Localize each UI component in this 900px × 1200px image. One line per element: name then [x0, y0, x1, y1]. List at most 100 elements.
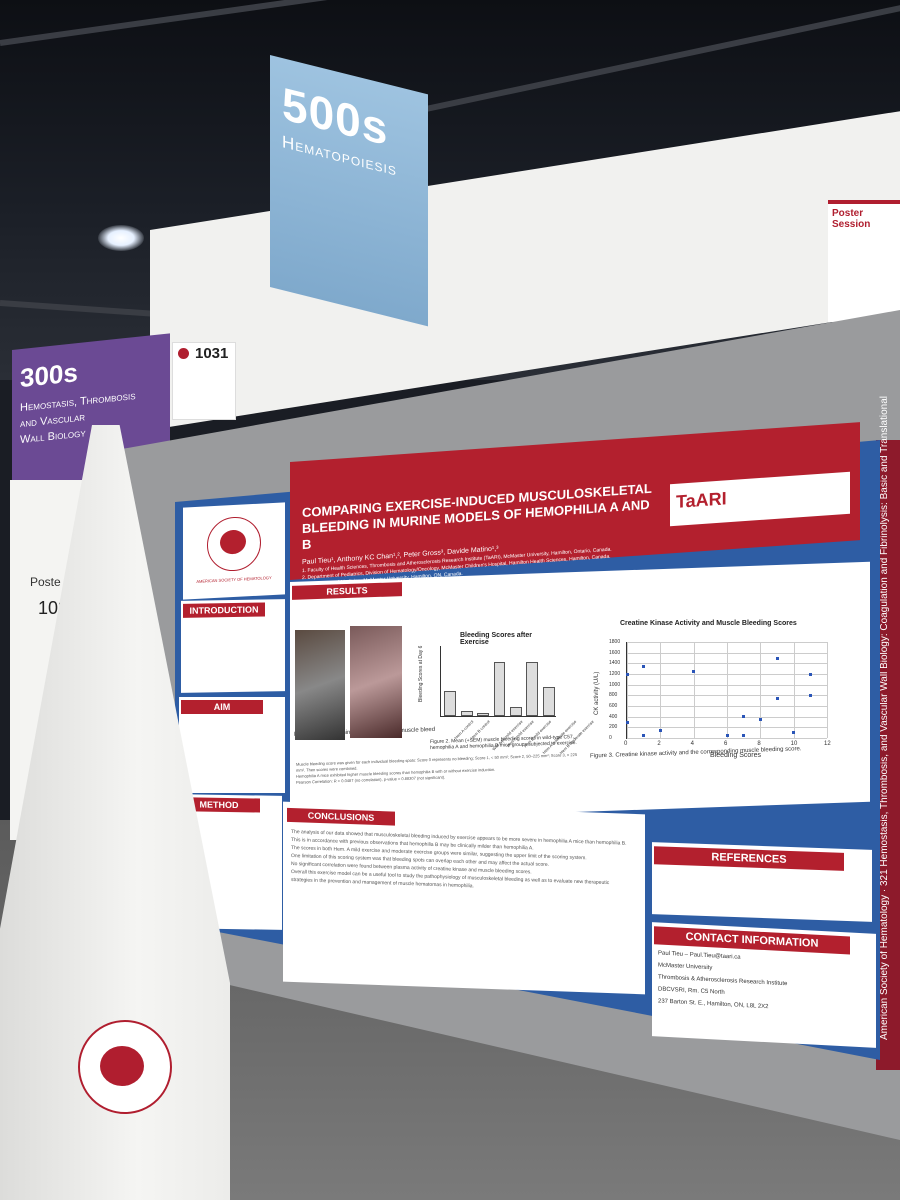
- grid-line: [627, 716, 827, 718]
- data-point: [625, 672, 629, 676]
- muscle-bleed-photo: [350, 626, 402, 738]
- grid-line: [627, 684, 827, 686]
- y-axis-label: Bleeding Scores at Day 6: [418, 645, 424, 702]
- contact-line: Thrombosis & Atherosclerosis Research In…: [658, 974, 788, 988]
- x-axis-label: Bleeding Scores: [710, 752, 761, 759]
- y-tick-label: 200: [609, 724, 618, 731]
- y-tick-label: 1400: [609, 660, 621, 667]
- bar: [444, 690, 457, 716]
- treadmill-photo: [295, 630, 345, 740]
- section-heading: CONCLUSIONS: [287, 807, 395, 826]
- grid-line: [660, 642, 662, 738]
- neighbor-board-label: Poste: [30, 575, 61, 589]
- section-heading: RESULTS: [292, 582, 402, 600]
- section-heading: REFERENCES: [654, 846, 844, 871]
- data-point: [742, 733, 746, 737]
- data-point: [625, 720, 629, 724]
- ash-logo-icon: [78, 1020, 172, 1114]
- grid-line: [727, 642, 728, 738]
- x-tick-label: 2: [657, 741, 661, 747]
- board-number: 1031: [195, 345, 229, 362]
- contact-line: DBCVSRI, Rm. C5 North: [658, 986, 725, 996]
- data-point: [808, 672, 812, 676]
- bar: [460, 710, 473, 716]
- conclusion-bullets: The analysis of our data showed that mus…: [291, 828, 631, 896]
- grid-line: [627, 674, 827, 675]
- x-tick-label: 8: [757, 741, 761, 747]
- y-tick-label: 600: [609, 703, 618, 709]
- y-tick-label: 1800: [609, 639, 621, 645]
- grid-line: [827, 642, 828, 738]
- data-point: [658, 728, 662, 732]
- x-tick-label: 4: [690, 741, 694, 747]
- bar-plot-area: Hem A control Hem B control Wild-type mild…: [440, 646, 594, 755]
- data-point: [775, 696, 779, 700]
- bleeding-scores-chart: Bleeding Scores after Exercise Bleeding …: [418, 632, 594, 755]
- data-point: [808, 693, 812, 697]
- scatter-plot-area: 0 2 4 6 8 10 12 0 200 400 600 800 1000 1200 1400 1600 18…: [609, 639, 831, 747]
- data-point: [725, 733, 729, 737]
- x-tick-label: 6: [724, 741, 728, 747]
- data-point: [792, 731, 796, 735]
- y-tick-label: 1600: [609, 649, 621, 656]
- grid-line: [627, 706, 827, 707]
- bar: [477, 713, 489, 716]
- aim-panel: AIM: [179, 697, 285, 793]
- chart-title: Bleeding Scores after Exercise: [460, 632, 532, 646]
- bar: [493, 661, 506, 716]
- y-tick-label: 800: [609, 692, 618, 699]
- grid-line: [627, 738, 827, 739]
- grid-line: [627, 695, 827, 697]
- section-heading: INTRODUCTION: [183, 602, 265, 618]
- poster-session-notice: Poster Session: [828, 200, 900, 322]
- y-tick-label: 0: [609, 735, 612, 741]
- results-bullets: Muscle bleeding score was given for each…: [296, 752, 586, 786]
- ash-logo-icon: [207, 515, 261, 573]
- bar: [526, 661, 539, 716]
- contact-line: McMaster University: [658, 962, 713, 972]
- data-point: [642, 733, 646, 737]
- references-panel: REFERENCES: [652, 842, 872, 922]
- bar: [542, 687, 555, 716]
- grid-line: [627, 727, 827, 729]
- data-point: [692, 669, 696, 673]
- conclusions-panel: CONCLUSIONS The analysis of our data sho…: [283, 801, 645, 995]
- ck-scatter-chart: Creatine Kinase Activity and Muscle Blee…: [590, 620, 840, 770]
- data-point: [642, 664, 646, 668]
- y-axis-label: CK activity (U/L): [594, 671, 600, 715]
- hall-sign-500s: 500s Hematopoiesis: [270, 55, 428, 327]
- grid-line: [627, 642, 827, 643]
- board-number-tag: 1031: [172, 342, 236, 420]
- contact-line: Paul Tieu – Paul.Tieu@taari.ca: [658, 950, 741, 961]
- ash-dot-icon: [178, 348, 189, 359]
- section-heading: CONTACT INFORMATION: [654, 926, 850, 955]
- introduction-panel: INTRODUCTION: [181, 599, 285, 693]
- contact-panel: CONTACT INFORMATION Paul Tieu – Paul.Tie…: [652, 922, 876, 1048]
- side-banner-text: American Society of Hematology · 321 Hem…: [879, 395, 890, 1040]
- grid-line: [627, 642, 628, 738]
- grid-line: [760, 642, 762, 738]
- x-tick-label: 10: [790, 741, 798, 747]
- notice-title: Poster Session: [832, 208, 871, 230]
- x-tick-label: 12: [824, 741, 831, 747]
- contact-line: 237 Barton St. E., Hamilton, ON, L8L 2X2: [658, 998, 769, 1011]
- grid-line: [793, 642, 795, 738]
- x-tick-label: 0: [624, 741, 628, 747]
- y-tick-label: 1000: [609, 681, 621, 688]
- society-logo-box: AMERICAN SOCIETY OF HEMATOLOGY: [183, 502, 285, 600]
- ceiling-light: [98, 225, 144, 251]
- grid-line: [627, 652, 827, 654]
- data-point: [742, 715, 746, 719]
- grid-line: [627, 663, 827, 665]
- side-banner: American Society of Hematology · 321 Hem…: [876, 396, 900, 1070]
- y-tick-label: 1200: [609, 671, 621, 677]
- y-tick-label: 400: [609, 713, 618, 720]
- ceiling-truss: [359, 3, 900, 126]
- data-point: [775, 656, 779, 660]
- society-logo-text: AMERICAN SOCIETY OF HEMATOLOGY: [196, 575, 272, 584]
- section-heading: AIM: [181, 700, 263, 714]
- grid-line: [693, 642, 695, 738]
- chart-title: Creatine Kinase Activity and Muscle Blee…: [620, 620, 797, 627]
- data-point: [758, 717, 762, 721]
- bar: [510, 707, 522, 716]
